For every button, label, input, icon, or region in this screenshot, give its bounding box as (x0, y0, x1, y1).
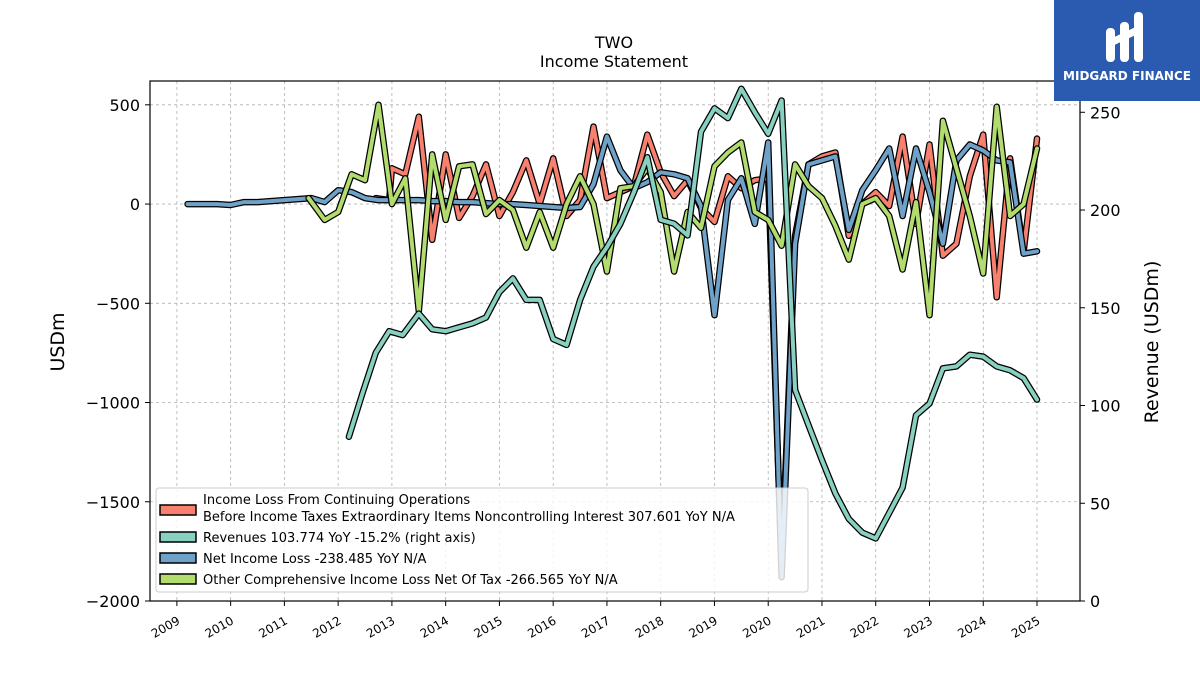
legend-label-3: Other Comprehensive Income Loss Net Of T… (203, 573, 618, 588)
x-tick-label: 2019 (686, 613, 719, 640)
logo-text: MIDGARD FINANCE (1063, 69, 1191, 83)
y-right-tick-label: 0 (1090, 592, 1100, 611)
y-tick-label: −1500 (86, 493, 140, 512)
legend-label-0b: Before Income Taxes Extraordinary Items … (203, 510, 735, 525)
y-tick-label: −500 (96, 294, 140, 313)
series-line-2 (185, 134, 1039, 580)
x-tick-label: 2023 (902, 613, 935, 640)
y-right-tick-label: 250 (1090, 103, 1121, 122)
series-line-3 (306, 102, 1039, 318)
y-tick-label: 500 (109, 96, 140, 115)
legend-swatch-2 (159, 552, 197, 564)
plot-border (149, 80, 1081, 602)
x-tick-label: 2020 (740, 613, 773, 640)
y-axis-label-left: USDm (47, 312, 69, 371)
x-tick-label: 2010 (203, 613, 236, 640)
chart-title: TWO (594, 33, 633, 52)
legend-swatch-1 (159, 531, 197, 543)
x-tick-label: 2018 (633, 613, 666, 640)
legend-label-0a: Income Loss From Continuing Operations (203, 493, 470, 508)
legend: Income Loss From Continuing Operations B… (155, 487, 809, 593)
y-right-tick-label: 100 (1090, 397, 1121, 416)
logo-mark-icon (1106, 12, 1143, 62)
x-axis: 2009 2010 2011 2012 2013 2014 2015 2016 2017 2018… (149, 601, 1042, 641)
y-axis-left: 500 0 −500 −1000 −1500 −2000 (86, 96, 150, 611)
y-axis-label-right: Revenue (USDm) (1141, 261, 1163, 424)
x-tick-label: 2012 (310, 613, 343, 640)
x-tick-label: 2025 (1009, 613, 1042, 640)
legend-label-1: Revenues 103.774 YoY -15.2% (right axis) (203, 531, 476, 546)
legend-swatch-0 (159, 504, 197, 516)
y-tick-label: 0 (130, 195, 140, 214)
y-tick-label: −2000 (86, 592, 140, 611)
x-tick-label: 2024 (955, 613, 988, 640)
x-tick-label: 2009 (149, 613, 182, 640)
series-line-1 (346, 86, 1039, 541)
x-tick-label: 2011 (256, 613, 289, 640)
x-tick-label: 2014 (418, 613, 451, 640)
y-right-tick-label: 50 (1090, 494, 1110, 513)
legend-swatch-3 (159, 573, 197, 585)
y-tick-label: −1000 (86, 394, 140, 413)
plot-frame (149, 80, 1081, 602)
brand-logo: MIDGARD FINANCE (1054, 0, 1200, 101)
x-tick-label: 2016 (525, 613, 558, 640)
x-tick-label: 2021 (794, 613, 827, 640)
x-tick-label: 2015 (471, 613, 504, 640)
chart-subtitle: Income Statement (540, 52, 688, 71)
y-right-tick-label: 150 (1090, 299, 1121, 318)
legend-label-2: Net Income Loss -238.485 YoY N/A (203, 552, 426, 567)
legend-box (155, 487, 809, 593)
x-tick-label: 2017 (579, 613, 612, 640)
x-tick-label: 2022 (848, 613, 881, 640)
y-axis-right: 250 200 150 100 50 0 (1080, 103, 1121, 611)
x-tick-label: 2013 (364, 613, 397, 640)
series-lines (184, 85, 1041, 581)
y-right-tick-label: 200 (1090, 201, 1121, 220)
